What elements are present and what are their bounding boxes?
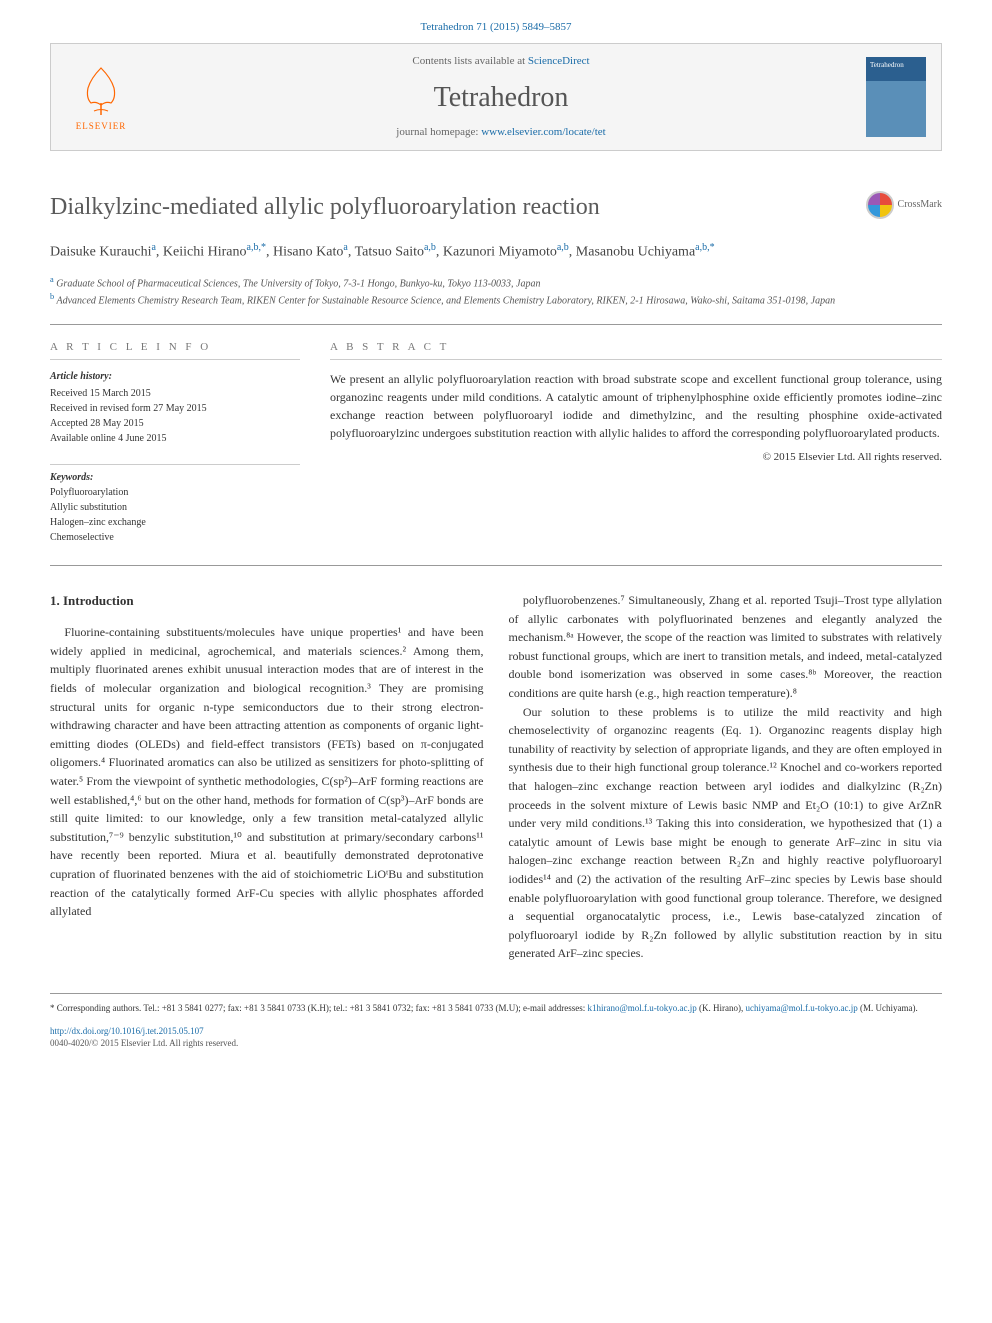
author-2-aff: a,b, (247, 242, 261, 253)
author-6-corr: * (710, 242, 715, 253)
corresponding-authors: * Corresponding authors. Tel.: +81 3 584… (50, 1002, 942, 1015)
author-4-aff: a,b (424, 242, 436, 253)
elsevier-tree-icon (76, 63, 126, 118)
crossmark-icon (866, 191, 894, 219)
affiliation-a: a Graduate School of Pharmaceutical Scie… (50, 274, 942, 291)
abstract-heading: A B S T R A C T (330, 340, 942, 360)
abstract-copyright: © 2015 Elsevier Ltd. All rights reserved… (330, 450, 942, 465)
article-header: CrossMark Dialkylzinc-mediated allylic p… (50, 171, 942, 308)
history-received: Received 15 March 2015 (50, 386, 300, 401)
author-6-aff: a,b, (695, 242, 709, 253)
history-revised: Received in revised form 27 May 2015 (50, 401, 300, 416)
author-3-aff: a (343, 242, 347, 253)
journal-name: Tetrahedron (136, 78, 866, 117)
elsevier-name: ELSEVIER (76, 120, 127, 133)
abstract-col: A B S T R A C T We present an allylic po… (330, 340, 942, 545)
doi-link[interactable]: http://dx.doi.org/10.1016/j.tet.2015.05.… (50, 1026, 204, 1036)
author-2: Keiichi Hirano (163, 245, 247, 260)
article-info-col: A R T I C L E I N F O Article history: R… (50, 340, 300, 545)
homepage-link[interactable]: www.elsevier.com/locate/tet (481, 126, 606, 138)
history-accepted: Accepted 28 May 2015 (50, 416, 300, 431)
author-1-aff: a (151, 242, 155, 253)
page-citation: Tetrahedron 71 (2015) 5849–5857 (0, 0, 992, 43)
section-1-heading: 1. Introduction (50, 591, 484, 611)
sciencedirect-link[interactable]: ScienceDirect (528, 55, 590, 67)
affiliation-b-text: Advanced Elements Chemistry Research Tea… (57, 296, 836, 307)
abstract-text: We present an allylic polyfluoroarylatio… (330, 370, 942, 442)
affiliation-a-text: Graduate School of Pharmaceutical Scienc… (56, 278, 540, 289)
corr-text: * Corresponding authors. Tel.: +81 3 584… (50, 1003, 587, 1013)
col2-para-2: Our solution to these problems is to uti… (509, 703, 943, 963)
history-label: Article history: (50, 370, 300, 384)
email-1-who: (K. Hirano), (697, 1003, 746, 1013)
email-2-who: (M. Uchiyama). (858, 1003, 918, 1013)
col1-para-1: Fluorine-containing substituents/molecul… (50, 623, 484, 921)
author-list: Daisuke Kurauchia, Keiichi Hiranoa,b,*, … (50, 240, 942, 264)
elsevier-logo[interactable]: ELSEVIER (66, 57, 136, 137)
body-columns: 1. Introduction Fluorine-containing subs… (50, 591, 942, 963)
keywords-label: Keywords: (50, 471, 300, 485)
email-2-link[interactable]: uchiyama@mol.f.u-tokyo.ac.jp (745, 1003, 857, 1013)
masthead-center: Contents lists available at ScienceDirec… (136, 54, 866, 140)
author-5-aff: a,b (557, 242, 569, 253)
article-info-heading: A R T I C L E I N F O (50, 340, 300, 360)
body-col-right: polyfluorobenzenes.⁷ Simultaneously, Zha… (509, 591, 943, 963)
journal-cover-thumb[interactable]: Tetrahedron (866, 57, 926, 137)
keyword-3: Halogen–zinc exchange (50, 515, 300, 530)
keywords-block: Keywords: Polyfluoroarylation Allylic su… (50, 464, 300, 545)
crossmark-badge[interactable]: CrossMark (866, 191, 942, 219)
info-abstract-row: A R T I C L E I N F O Article history: R… (50, 324, 942, 566)
doi-line: http://dx.doi.org/10.1016/j.tet.2015.05.… (50, 1025, 942, 1038)
author-2-corr: * (261, 242, 266, 253)
masthead: ELSEVIER Contents lists available at Sci… (50, 43, 942, 151)
body-col-left: 1. Introduction Fluorine-containing subs… (50, 591, 484, 963)
homepage-prefix: journal homepage: (396, 126, 481, 138)
history-online: Available online 4 June 2015 (50, 431, 300, 446)
keyword-1: Polyfluoroarylation (50, 485, 300, 500)
col2-para-1: polyfluorobenzenes.⁷ Simultaneously, Zha… (509, 591, 943, 703)
keyword-4: Chemoselective (50, 530, 300, 545)
author-3: Hisano Kato (273, 245, 343, 260)
page-footer: * Corresponding authors. Tel.: +81 3 584… (50, 993, 942, 1050)
cover-thumb-label: Tetrahedron (870, 61, 904, 71)
affiliation-b: b Advanced Elements Chemistry Research T… (50, 291, 942, 308)
email-1-link[interactable]: k1hirano@mol.f.u-tokyo.ac.jp (587, 1003, 696, 1013)
contents-available-line: Contents lists available at ScienceDirec… (136, 54, 866, 69)
keyword-2: Allylic substitution (50, 500, 300, 515)
homepage-line: journal homepage: www.elsevier.com/locat… (136, 125, 866, 140)
author-4: Tatsuo Saito (355, 245, 424, 260)
crossmark-label: CrossMark (898, 198, 942, 212)
author-6: Masanobu Uchiyama (576, 245, 695, 260)
author-5: Kazunori Miyamoto (443, 245, 557, 260)
author-1: Daisuke Kurauchi (50, 245, 151, 260)
issn-line: 0040-4020/© 2015 Elsevier Ltd. All right… (50, 1037, 942, 1050)
contents-prefix: Contents lists available at (412, 55, 527, 67)
article-title: Dialkylzinc-mediated allylic polyfluoroa… (50, 191, 942, 225)
affiliations: a Graduate School of Pharmaceutical Scie… (50, 274, 942, 309)
